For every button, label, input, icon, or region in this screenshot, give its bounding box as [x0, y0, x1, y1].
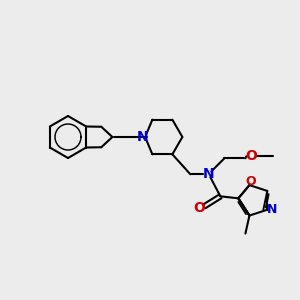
Text: O: O	[245, 175, 256, 188]
Text: N: N	[267, 203, 278, 216]
Text: O: O	[245, 149, 257, 163]
Text: N: N	[136, 130, 148, 144]
Text: N: N	[202, 167, 214, 181]
Text: O: O	[194, 201, 205, 215]
